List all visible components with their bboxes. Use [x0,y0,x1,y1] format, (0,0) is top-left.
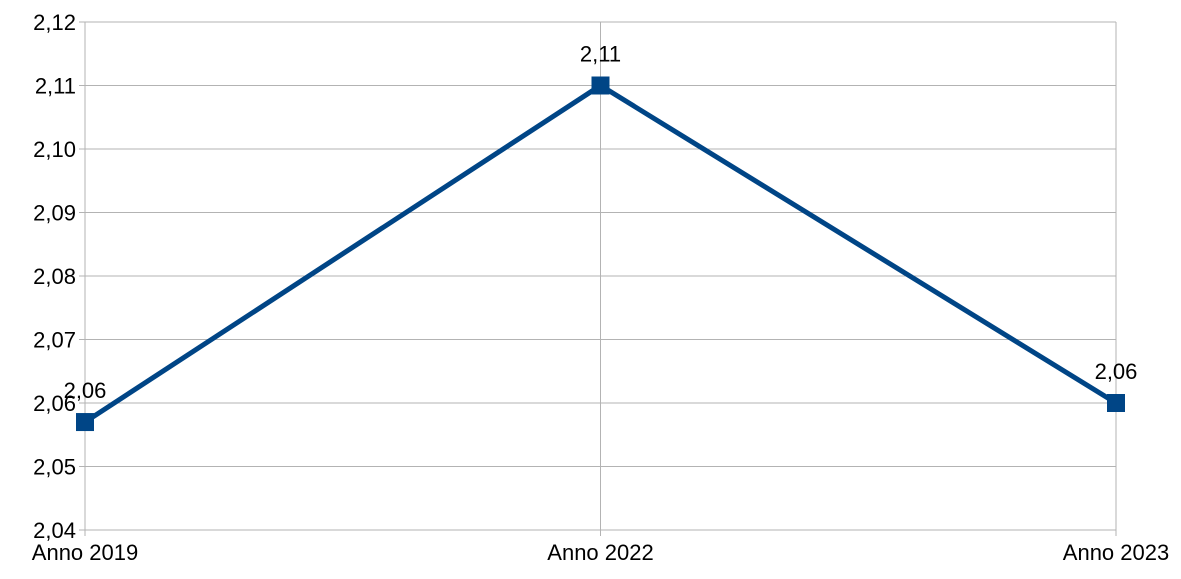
y-tick-label: 2,12 [33,10,76,35]
y-tick-label: 2,09 [33,201,76,226]
x-tick-label: Anno 2023 [1063,540,1169,565]
y-tick-label: 2,05 [33,455,76,480]
data-labels: 2,06 2,11 2,06 [64,42,1138,404]
y-tick-label: 2,07 [33,328,76,353]
y-tick-label: 2,10 [33,137,76,162]
x-tick-label: Anno 2019 [32,540,138,565]
y-tick-label: 2,04 [33,518,76,543]
data-point-marker [76,413,94,432]
data-label: 2,06 [1095,359,1138,384]
axes: 2,04 2,05 2,06 2,07 2,08 2,09 2,10 2,11 2,12 Anno… [32,10,1169,565]
series-group [76,76,1125,432]
data-label: 2,06 [64,378,107,403]
data-point-marker [1107,394,1125,412]
y-tick-label: 2,06 [33,391,76,416]
gridlines [84,21,1117,531]
y-tick-label: 2,08 [33,264,76,289]
x-tick-label: Anno 2022 [547,540,653,565]
data-label: 2,11 [580,42,621,67]
y-tick-label: 2,11 [35,74,76,99]
data-point-marker [591,76,610,95]
